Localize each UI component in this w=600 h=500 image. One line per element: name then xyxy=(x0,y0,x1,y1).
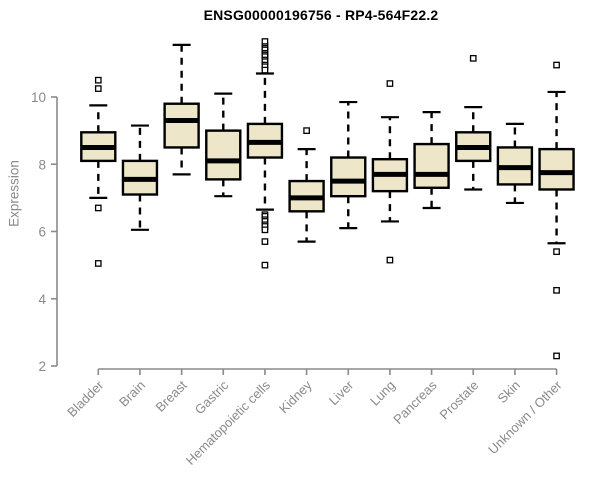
outlier-point xyxy=(303,127,310,134)
boxplot-lung xyxy=(371,80,409,264)
x-category-label-skin: Skin xyxy=(495,378,523,406)
outlier-point xyxy=(386,80,394,87)
iqr-box xyxy=(330,156,367,198)
x-category-label-liver: Liver xyxy=(326,377,357,408)
boxplot-bladder xyxy=(80,76,117,267)
boxplot-hematopoietic-cells xyxy=(246,38,284,269)
y-tick-label: 2 xyxy=(38,359,46,374)
x-category-label-brain: Brain xyxy=(116,378,148,410)
x-category-label-kidney: Kidney xyxy=(276,377,315,416)
iqr-box xyxy=(538,147,575,191)
boxplot-prostate xyxy=(455,54,492,191)
outlier-point xyxy=(94,260,102,267)
boxplot-liver xyxy=(330,100,367,230)
x-category-label-breast: Breast xyxy=(153,377,190,414)
chart-title: ENSG00000196756 - RP4-564F22.2 xyxy=(203,7,439,23)
y-tick-label: 4 xyxy=(38,292,46,307)
boxplot-brain xyxy=(121,124,159,231)
x-category-label-prostate: Prostate xyxy=(437,378,482,423)
outlier-point xyxy=(261,66,269,74)
outlier-point xyxy=(553,61,560,69)
outlier-point xyxy=(94,76,102,84)
iqr-box xyxy=(413,142,450,189)
x-category-label-gastric: Gastric xyxy=(192,377,232,417)
outlier-point xyxy=(553,286,560,294)
boxplot-gastric xyxy=(205,92,242,198)
boxplot-breast xyxy=(163,43,200,176)
y-tick-label: 6 xyxy=(38,225,46,240)
y-tick-label: 8 xyxy=(38,157,46,172)
outlier-point xyxy=(386,256,394,264)
boxplot-unknown-other xyxy=(538,61,575,360)
outlier-point xyxy=(94,204,102,212)
iqr-box xyxy=(205,129,242,181)
outlier-point xyxy=(261,226,269,234)
iqr-box xyxy=(163,102,200,149)
outlier-point xyxy=(553,352,560,360)
outlier-point xyxy=(261,238,269,245)
outlier-point xyxy=(94,85,102,92)
x-category-label-pancreas: Pancreas xyxy=(390,377,440,427)
x-category-label-unknown-other: Unknown / Other xyxy=(485,377,565,457)
x-category-label-bladder: Bladder xyxy=(64,377,107,420)
boxplot-kidney xyxy=(288,127,325,243)
outlier-point xyxy=(261,261,269,269)
x-category-label-lung: Lung xyxy=(367,378,398,409)
boxplot-pancreas xyxy=(413,111,450,210)
outlier-point xyxy=(469,54,477,62)
y-tick-label: 10 xyxy=(31,90,46,105)
boxplot-skin xyxy=(496,122,534,205)
outlier-point xyxy=(553,248,560,256)
